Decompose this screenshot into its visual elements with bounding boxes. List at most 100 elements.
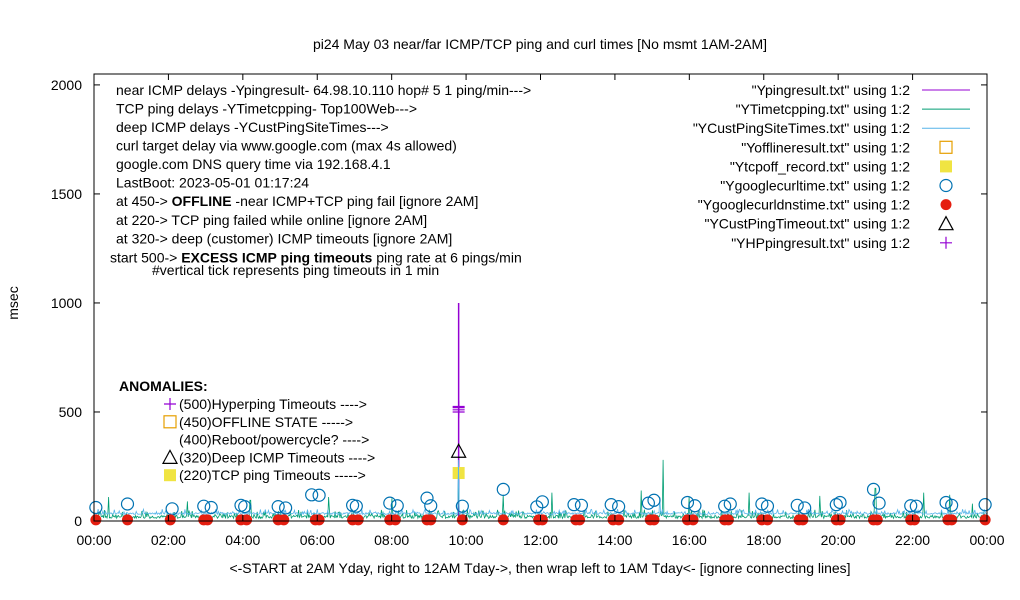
status-line: at 320-> deep (customer) ICMP timeouts [… [116, 231, 452, 247]
axes-layer: 0 500 1000 1500 2000 00:00 02:00 04:00 06:00 08:0… [51, 74, 1005, 548]
status-prefix: at 320-> deep (customer) ICMP timeouts [… [116, 231, 452, 247]
point-Ygooglecurltime.txt [424, 499, 438, 513]
legend-label: "YHPpingresult.txt" using 1:2 [731, 235, 910, 251]
point-Ygooglecurltime.txt [312, 488, 326, 502]
x-tick-label: 00:00 [969, 532, 1004, 548]
point-Ygooglecurltime.txt [204, 500, 218, 515]
point-Ygooglecurldnstime.txt [871, 514, 883, 526]
point-Ygooglecurldnstime.txt [613, 514, 625, 526]
info-line: near ICMP delays -Ypingresult- 64.98.10.… [116, 82, 531, 98]
legend-swatch-plus [940, 236, 952, 249]
point-Ygooglecurldnstime.txt [687, 514, 699, 526]
info-line: deep ICMP delays -YCustPingSiteTimes---> [116, 119, 389, 135]
x-tick-label: 12:00 [523, 532, 558, 548]
legend-label: "YCustPingSiteTimes.txt" using 1:2 [693, 120, 910, 136]
point-Ygooglecurldnstime.txt [278, 514, 290, 526]
point-Ygooglecurltime.txt [612, 500, 626, 514]
point-Ygooglecurldnstime.txt [90, 514, 102, 526]
point-Ygooglecurltime.txt [271, 500, 285, 514]
point-Ygooglecurltime.txt [496, 482, 510, 496]
point-Ygooglecurltime.txt [760, 499, 775, 513]
x-tick-label: 04:00 [225, 532, 260, 548]
point-Ygooglecurldnstime.txt [425, 514, 437, 526]
anomalies-title: ANOMALIES: [119, 378, 208, 394]
point-Ygooglecurldnstime.txt [164, 514, 176, 526]
y-tick-label: 1500 [51, 186, 82, 202]
status-line: at 220-> TCP ping failed while online [i… [116, 212, 427, 228]
info-line: TCP ping delays -YTimetcpping- Top100Web… [116, 101, 417, 117]
legend-swatch-filled-circle [940, 199, 952, 211]
y-tick-label: 500 [59, 404, 83, 420]
chart-title: pi24 May 03 near/far ICMP/TCP ping and c… [313, 36, 767, 52]
legend-label: "Yofflineresult.txt" using 1:2 [741, 139, 910, 155]
status-prefix: at 450-> [116, 193, 172, 209]
series-line-YCustPingSiteTimes.txt [93, 459, 988, 516]
x-tick-label: 02:00 [151, 532, 186, 548]
x-tick-label: 00:00 [76, 532, 111, 548]
point-Ygooglecurltime.txt [279, 501, 293, 515]
point-Ygooglecurldnstime.txt [979, 514, 991, 526]
anomaly-symbol-filled-square [164, 469, 176, 482]
point-Ygooglecurldnstime.txt [536, 514, 548, 526]
series-layer [89, 302, 992, 526]
point-Ygooglecurltime.txt [305, 488, 319, 502]
point-YHPpingresult.txt [452, 400, 465, 413]
point-Ygooglecurltime.txt [798, 501, 812, 515]
point-Ygooglecurltime.txt [790, 498, 804, 512]
y-axis-label: msec [5, 286, 21, 319]
point-Ygooglecurltime.txt [535, 495, 549, 509]
anomaly-text: (450)OFFLINE STATE -----> [179, 414, 353, 430]
anomaly-text: (320)Deep ICMP Timeouts ----> [179, 449, 375, 465]
point-Ygooglecurldnstime.txt [908, 514, 920, 526]
legend-swatch-open-square [939, 140, 953, 154]
point-Ygooglecurltime.txt [238, 500, 252, 514]
point-Ygooglecurltime.txt [574, 498, 589, 512]
point-Ygooglecurldnstime.txt [574, 514, 586, 526]
point-Ygooglecurldnstime.txt [722, 514, 734, 526]
point-Ygooglecurldnstime.txt [201, 514, 213, 526]
legend-label: "YCustPingTimeout.txt" using 1:2 [704, 216, 910, 232]
point-Ygooglecurltime.txt [945, 498, 959, 512]
point-Ygooglecurltime.txt [829, 498, 843, 512]
point-Ygooglecurltime.txt [872, 496, 886, 510]
point-Ygooglecurltime.txt [197, 499, 211, 513]
legend-label: "Ygooglecurldnstime.txt" using 1:2 [698, 197, 910, 213]
x-tick-label: 06:00 [300, 532, 335, 548]
point-Ygooglecurldnstime.txt [241, 514, 253, 526]
anomaly-symbol-open-triangle [161, 449, 179, 464]
anomaly-text: (400)Reboot/powercycle? ----> [179, 432, 369, 448]
point-Ygooglecurldnstime.txt [389, 514, 401, 526]
legend-label: "YTimetcpping.txt" using 1:2 [736, 101, 911, 117]
x-tick-label: 22:00 [895, 532, 930, 548]
point-Ygooglecurldnstime.txt [834, 514, 846, 526]
point-Ygooglecurltime.txt [866, 482, 881, 496]
status-suffix: ping rate at 6 pings/min [372, 249, 521, 265]
status-bold: EXCESS ICMP ping timeouts [181, 249, 372, 265]
legend-swatch-open-triangle [937, 215, 955, 231]
x-axis-label: <-START at 2AM Yday, right to 12AM Tday-… [229, 560, 850, 576]
point-Ygooglecurltime.txt [833, 495, 847, 510]
legend-swatch-filled-square [940, 160, 952, 173]
point-Ygooglecurltime.txt [604, 498, 618, 512]
point-Ygooglecurldnstime.txt [497, 514, 509, 526]
legend: "Ypingresult.txt" using 1:2 "YTimetcpping… [693, 82, 970, 251]
y-tick-label: 2000 [51, 77, 82, 93]
anomaly-text: (500)Hyperping Timeouts ----> [179, 396, 367, 412]
point-Ygooglecurldnstime.txt [946, 514, 958, 526]
point-Ygooglecurltime.txt [120, 497, 135, 511]
status-prefix: at 220-> TCP ping failed while online [i… [116, 212, 427, 228]
point-Ygooglecurltime.txt [383, 496, 397, 510]
legend-label: "Ypingresult.txt" using 1:2 [752, 82, 911, 98]
anomaly-symbol-open-square [163, 415, 177, 429]
info-line: curl target delay via www.google.com (ma… [116, 138, 457, 154]
point-Ygooglecurltime.txt [904, 499, 918, 513]
point-Ygooglecurltime.txt [647, 493, 661, 507]
status-bold: OFFLINE [172, 193, 232, 209]
y-tick-label: 1000 [51, 295, 82, 311]
point-Ygooglecurltime.txt [718, 499, 732, 513]
legend-label: "Ygooglecurltime.txt" using 1:2 [720, 178, 910, 194]
status-suffix: -near ICMP+TCP ping fail [ignore 2AM] [232, 193, 479, 209]
anomaly-symbol-plus [164, 398, 176, 410]
status-line: start 500-> EXCESS ICMP ping timeouts pi… [110, 249, 522, 265]
